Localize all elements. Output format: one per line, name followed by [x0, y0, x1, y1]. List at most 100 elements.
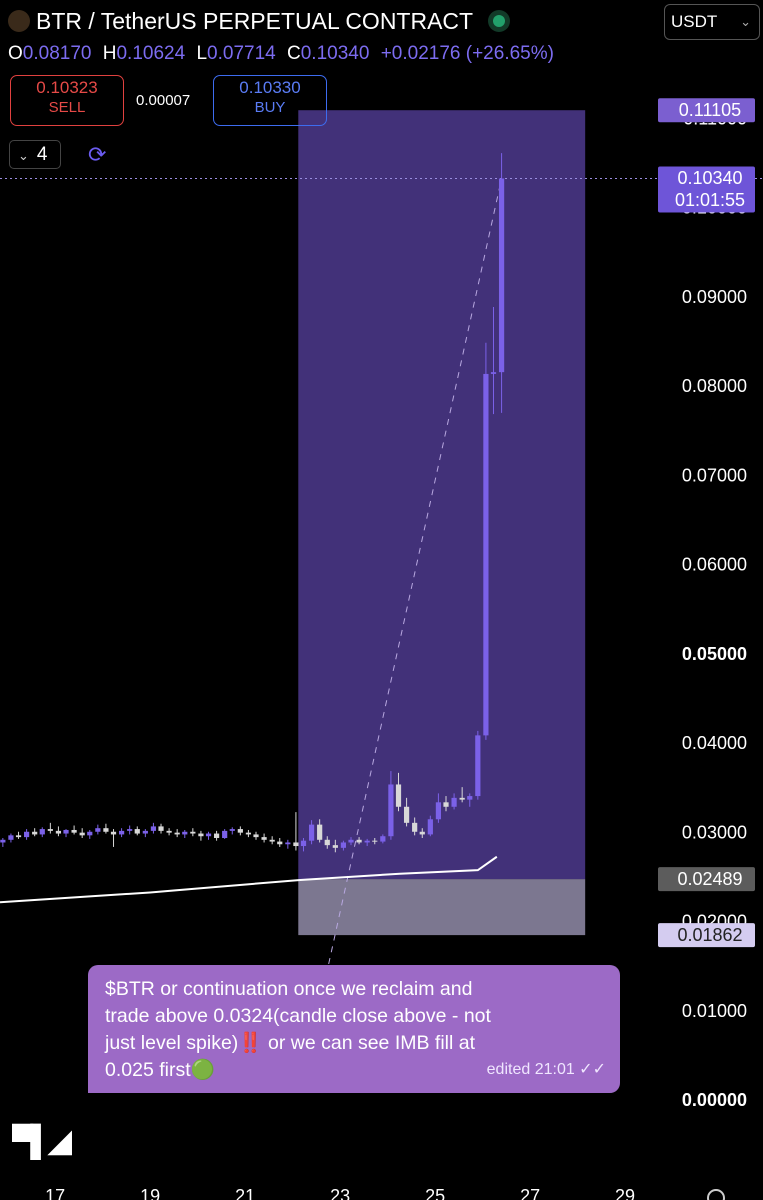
candle-body: [55, 830, 62, 834]
candle-body: [483, 373, 489, 736]
x-tick-label: 27: [520, 1186, 540, 1200]
candle-body: [95, 828, 101, 832]
x-tick-label: 29: [615, 1186, 635, 1200]
candle-body: [213, 833, 220, 839]
refresh-icon[interactable]: ⟳: [88, 142, 107, 167]
candle-body: [79, 832, 85, 836]
edited: edited 21:01: [486, 1061, 575, 1078]
candle-body: [475, 735, 481, 797]
candle-body: [71, 829, 77, 833]
candle-body: [277, 841, 283, 845]
change: +0.02176 (+26.65%): [380, 43, 554, 64]
x-tick-label: 17: [45, 1186, 65, 1200]
price-label-box: [658, 98, 755, 123]
price-label: 0.01862: [677, 925, 742, 945]
candle-body: [380, 836, 386, 842]
candle-body: [451, 797, 457, 807]
ohlc-key: C: [287, 43, 301, 64]
projection-line: [299, 178, 503, 1093]
message-meta: edited 21:01 ✓✓: [486, 1061, 606, 1078]
candle-body: [0, 839, 6, 843]
candle-body: [364, 840, 370, 843]
price-label: 0.02489: [677, 869, 742, 889]
message-bubble: $BTR or continuation once we reclaim and…: [88, 965, 620, 1093]
sell-button[interactable]: 0.10323 SELL: [10, 75, 124, 126]
x-tick-label: 23: [330, 1186, 350, 1200]
currency-select[interactable]: USDT ⌄: [664, 4, 760, 40]
candle-body: [127, 829, 133, 831]
candle-body: [118, 830, 125, 835]
candle-body: [166, 830, 172, 833]
candle-body: [412, 822, 418, 832]
candle-body: [134, 829, 140, 834]
candle-body: [103, 828, 109, 832]
candle-body: [395, 784, 402, 807]
candle-body: [388, 784, 394, 837]
candle-body: [269, 839, 275, 842]
tv-logo: ▀▌◢: [12, 1125, 72, 1158]
buy-label: BUY: [254, 99, 286, 116]
price-label-box: [658, 923, 755, 948]
candle-body: [198, 833, 204, 837]
candle-body: [459, 797, 465, 800]
message-line: just level spike)‼️ or we can see IMB fi…: [105, 1032, 475, 1054]
stop-zone: [298, 879, 586, 936]
last-price-label: 0.10340: [677, 168, 742, 188]
candle-body: [8, 835, 14, 840]
message-line: trade above 0.0324(candle close above - …: [105, 1005, 491, 1027]
candle-body: [23, 831, 30, 838]
ohlc-value: 0.07714: [207, 43, 276, 64]
candle-body: [87, 831, 93, 836]
y-tick-label: 0.04000: [682, 733, 747, 753]
candle-body: [222, 830, 228, 839]
candle-body: [308, 824, 315, 841]
candle-body: [150, 826, 157, 831]
sell-label: SELL: [48, 99, 86, 116]
countdown: 01:01:55: [675, 190, 745, 210]
currency: USDT: [671, 12, 718, 31]
header: BTR / TetherUS PERPETUAL CONTRACT: [8, 8, 506, 35]
candle-body: [110, 831, 117, 835]
candle-body: [443, 802, 449, 807]
candle-body: [300, 840, 307, 847]
y-tick-label: 0.09000: [682, 287, 747, 307]
ohlc-key: L: [196, 43, 208, 64]
x-tick-label: 21: [235, 1186, 255, 1200]
candle-body: [356, 839, 362, 843]
ohlc-value: 0.08170: [22, 43, 92, 64]
chevron: ⌄: [18, 148, 29, 163]
candle-body: [142, 830, 148, 834]
candle-body: [324, 839, 330, 846]
candle-body: [435, 802, 442, 820]
candle-body: [285, 842, 291, 845]
candle-body: [229, 829, 235, 831]
candle-body: [63, 829, 69, 834]
spread: 0.00007: [136, 92, 191, 109]
candle-body: [237, 829, 243, 833]
interval-select[interactable]: ⌄ 4: [9, 140, 61, 169]
candle-body: [47, 829, 53, 831]
y-tick-label: 0.01000: [682, 1001, 747, 1021]
x-tick-label: 19: [140, 1186, 160, 1200]
candle-body: [498, 178, 505, 373]
candle-body: [158, 826, 164, 831]
price-label-box: [658, 867, 755, 892]
candle-body: [427, 819, 433, 835]
candle-body: [403, 806, 410, 823]
settings-icon: [707, 1189, 725, 1200]
candle-body: [190, 831, 196, 834]
sell-price: 0.10323: [36, 78, 98, 97]
candle-body: [39, 829, 45, 835]
buy-button[interactable]: 0.10330 BUY: [213, 75, 327, 126]
ohlc-key: O: [8, 43, 23, 64]
candle-body: [205, 833, 212, 837]
status-dot: [493, 15, 506, 27]
candle-body: [340, 842, 347, 848]
candle-body: [467, 796, 473, 800]
y-tick-label: 0.00000: [682, 1090, 747, 1110]
ohlc-value: 0.10624: [116, 43, 186, 64]
candle-body: [245, 832, 252, 835]
candle-body: [293, 842, 299, 847]
